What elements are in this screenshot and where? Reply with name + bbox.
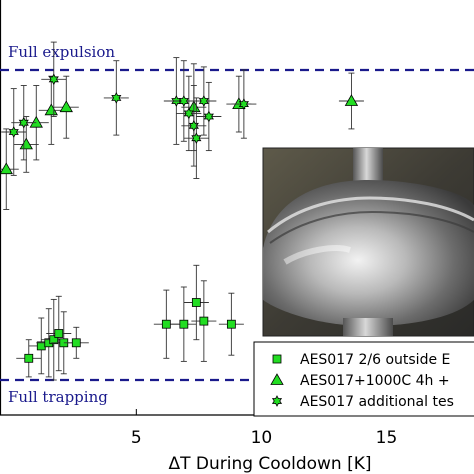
data-point-star [183,107,194,120]
data-point-square [191,298,201,307]
x-tick-label: 15 [376,428,398,448]
legend-marker-star [271,395,283,407]
legend-label-2: AES017+1000C 4h + [300,373,450,389]
legend-box [253,341,474,417]
data-point-triangle [59,100,73,113]
data-point-triangle [0,162,13,175]
data-point-square [24,353,34,363]
x-tick-label: 10 [251,428,273,448]
data-points [0,41,364,381]
x-tick-label: 5 [131,428,142,448]
data-point-star [238,98,249,110]
data-point-square [161,319,171,329]
data-point-star [203,110,214,123]
data-point-star [191,132,202,145]
data-point-star [18,116,29,129]
data-point-square [54,329,64,338]
data-point-square [49,335,59,345]
inset-photo [262,147,474,337]
data-point-star [198,95,209,107]
legend-marker-square [272,354,282,364]
data-point-triangle [344,94,359,106]
data-point-square [226,319,236,329]
data-point-triangle [19,137,33,150]
data-point-star [111,92,122,104]
legend-markers [270,354,284,407]
data-point-triangle [29,115,43,128]
legend: AES017 2/6 outside E AES017+1000C 4h + A… [253,341,474,417]
data-point-star [48,73,59,86]
data-point-square [179,319,189,329]
legend-label-3: AES017 additional tes [300,394,454,410]
full-trapping-label: Full trapping [8,388,108,406]
full-expulsion-label: Full expulsion [8,43,115,61]
data-point-square [71,338,81,348]
legend-marker-triangle [270,373,284,385]
x-axis-label: ΔT During Cooldown [K] [168,454,371,474]
data-point-star [188,119,199,132]
data-point-star [8,126,19,138]
data-point-triangle [44,103,58,116]
data-point-star [178,95,189,107]
legend-label-1: AES017 2/6 outside E [300,352,450,368]
data-point-square [199,316,209,326]
